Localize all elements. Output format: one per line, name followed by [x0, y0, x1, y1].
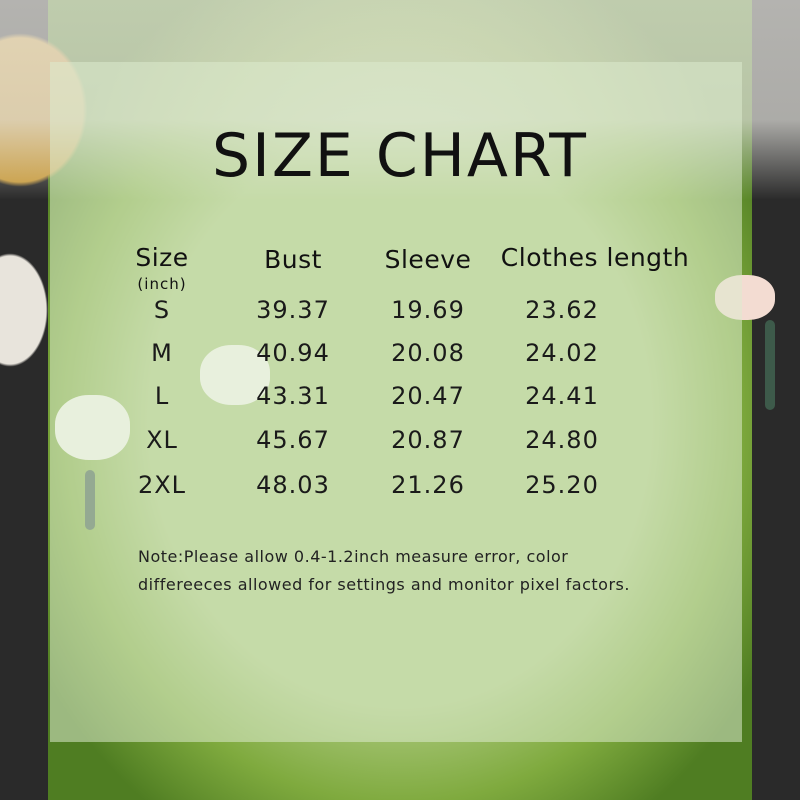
cell-bust: 39.37 — [256, 296, 330, 324]
cell-bust: 43.31 — [256, 382, 330, 410]
cell-sleeve: 20.87 — [391, 426, 465, 454]
size-chart-panel — [50, 62, 742, 742]
measurement-note: Note:Please allow 0.4-1.2inch measure er… — [138, 543, 630, 599]
cell-size: 2XL — [137, 471, 187, 499]
cell-size: XL — [146, 426, 178, 454]
flower-stem — [765, 320, 775, 410]
cell-clothes-length: 24.80 — [525, 426, 599, 454]
cell-sleeve: 21.26 — [391, 471, 465, 499]
cell-clothes-length: 25.20 — [525, 471, 599, 499]
cell-sleeve: 19.69 — [391, 296, 465, 324]
cell-clothes-length: 24.02 — [525, 339, 599, 367]
header-bust: Bust — [264, 245, 322, 274]
header-sleeve: Sleeve — [384, 245, 472, 274]
cell-bust: 40.94 — [256, 339, 330, 367]
cell-bust: 48.03 — [256, 471, 330, 499]
page-title: SIZE CHART — [212, 121, 588, 191]
note-line-1: Note:Please allow 0.4-1.2inch measure er… — [138, 547, 569, 566]
header-size-unit: (inch) — [137, 275, 187, 293]
cell-bust: 45.67 — [256, 426, 330, 454]
cell-size: L — [154, 382, 170, 410]
cell-clothes-length: 24.41 — [525, 382, 599, 410]
header-clothes-length: Clothes length — [500, 243, 690, 272]
cell-sleeve: 20.47 — [391, 382, 465, 410]
cell-clothes-length: 23.62 — [525, 296, 599, 324]
cell-sleeve: 20.08 — [391, 339, 465, 367]
header-size: Size — [135, 243, 189, 272]
note-line-2: differeeces allowed for settings and mon… — [138, 575, 630, 594]
cell-size: M — [151, 339, 173, 367]
cell-size: S — [153, 296, 171, 324]
